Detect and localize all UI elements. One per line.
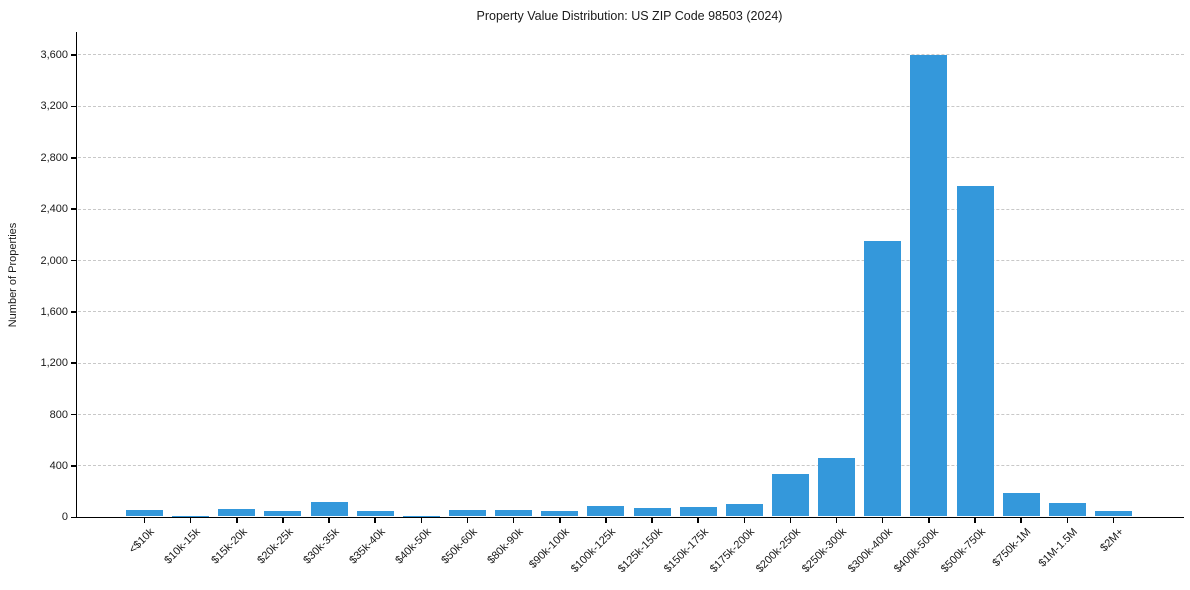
bar bbox=[956, 186, 994, 517]
x-tick-label: $500k-750k bbox=[938, 526, 988, 576]
gridline bbox=[77, 208, 1184, 210]
bar bbox=[218, 508, 256, 517]
x-tick-label: $300k-400k bbox=[846, 526, 896, 576]
x-tick bbox=[143, 518, 146, 523]
x-tick bbox=[282, 518, 284, 523]
y-tick-label: 2,400 bbox=[40, 203, 68, 216]
x-tick bbox=[881, 518, 884, 523]
gridline bbox=[77, 413, 1184, 415]
y-tick-label: 2,000 bbox=[40, 254, 68, 267]
gridline bbox=[77, 54, 1184, 56]
x-tick-label: $90k-100k bbox=[527, 526, 573, 571]
gridline bbox=[77, 157, 1184, 159]
y-tick bbox=[71, 54, 76, 56]
x-tick bbox=[928, 518, 930, 523]
x-tick-label: $10k-15k bbox=[162, 526, 204, 567]
x-tick bbox=[189, 518, 192, 523]
x-tick-label: $15k-20k bbox=[208, 526, 250, 567]
y-tick-label: 1,600 bbox=[40, 305, 68, 318]
x-tick-label: $750k-1M bbox=[990, 526, 1034, 570]
x-tick bbox=[1066, 518, 1069, 523]
y-tick bbox=[71, 311, 76, 313]
x-tick bbox=[236, 518, 238, 523]
x-tick-label: $20k-25k bbox=[254, 526, 296, 567]
bar bbox=[172, 515, 210, 517]
y-tick bbox=[71, 105, 76, 108]
bar bbox=[1002, 492, 1040, 517]
bar bbox=[587, 505, 625, 517]
x-tick bbox=[789, 518, 792, 523]
bar bbox=[448, 510, 486, 517]
bar bbox=[126, 510, 163, 517]
x-tick bbox=[512, 518, 515, 523]
gridline bbox=[77, 259, 1184, 261]
y-tick bbox=[71, 157, 76, 159]
y-tick-label: 0 bbox=[61, 511, 68, 524]
x-tick bbox=[1112, 518, 1115, 523]
y-tick bbox=[71, 208, 76, 210]
bar bbox=[402, 515, 440, 517]
bar bbox=[495, 510, 533, 517]
gridline bbox=[77, 362, 1184, 364]
y-tick bbox=[71, 362, 76, 364]
y-tick-label: 3,200 bbox=[40, 100, 68, 113]
x-tick-label: $175k-200k bbox=[707, 526, 757, 576]
y-tick-label: 400 bbox=[49, 459, 68, 472]
bar bbox=[864, 241, 902, 517]
x-tick bbox=[420, 518, 423, 523]
x-tick-label: $40k-50k bbox=[393, 526, 434, 567]
x-tick-label: $2M+ bbox=[1097, 526, 1126, 555]
bar bbox=[633, 507, 671, 517]
x-tick-label: $250k-300k bbox=[799, 526, 850, 576]
gridline bbox=[77, 465, 1184, 467]
x-tick-label: $35k-40k bbox=[347, 526, 388, 567]
x-tick-label: $200k-250k bbox=[753, 526, 803, 576]
bar bbox=[818, 458, 856, 517]
x-tick-label: $80k-90k bbox=[485, 526, 527, 567]
x-tick bbox=[559, 518, 561, 523]
x-tick-label: $50k-60k bbox=[439, 526, 480, 567]
x-tick bbox=[374, 518, 376, 523]
x-tick-label: <$10k bbox=[127, 526, 157, 556]
bar bbox=[725, 504, 763, 517]
y-tick bbox=[71, 259, 76, 262]
x-tick bbox=[651, 518, 653, 523]
y-tick bbox=[71, 516, 76, 518]
x-tick bbox=[328, 518, 330, 523]
gridline bbox=[77, 105, 1184, 107]
x-tick bbox=[835, 518, 838, 523]
x-tick bbox=[466, 518, 469, 523]
x-tick-label: $150k-175k bbox=[661, 526, 711, 576]
bar bbox=[264, 510, 302, 517]
x-tick bbox=[605, 518, 607, 523]
bar bbox=[356, 511, 394, 517]
x-tick-label: $400k-500k bbox=[892, 526, 942, 576]
chart-title: Property Value Distribution: US ZIP Code… bbox=[476, 9, 783, 23]
x-tick-label: $1M-1.5M bbox=[1036, 526, 1080, 570]
x-tick bbox=[697, 518, 699, 523]
y-tick-label: 800 bbox=[49, 408, 68, 421]
bar bbox=[910, 55, 948, 517]
y-tick bbox=[71, 413, 76, 416]
gridline bbox=[77, 311, 1184, 313]
x-tick bbox=[743, 518, 746, 523]
x-tick-label: $125k-150k bbox=[615, 526, 665, 576]
y-tick-label: 2,800 bbox=[40, 151, 68, 164]
x-tick bbox=[1020, 518, 1022, 523]
bar bbox=[679, 506, 717, 517]
bar bbox=[1094, 511, 1132, 517]
bar bbox=[771, 473, 809, 517]
bar bbox=[1048, 503, 1086, 517]
x-tick-label: $100k-125k bbox=[569, 526, 619, 576]
x-tick bbox=[974, 518, 976, 523]
bar bbox=[310, 502, 348, 517]
y-tick bbox=[71, 465, 76, 467]
y-tick-label: 3,600 bbox=[40, 49, 68, 62]
x-tick-label: $30k-35k bbox=[301, 526, 342, 567]
y-tick-label: 1,200 bbox=[40, 357, 68, 370]
bar bbox=[541, 511, 579, 517]
